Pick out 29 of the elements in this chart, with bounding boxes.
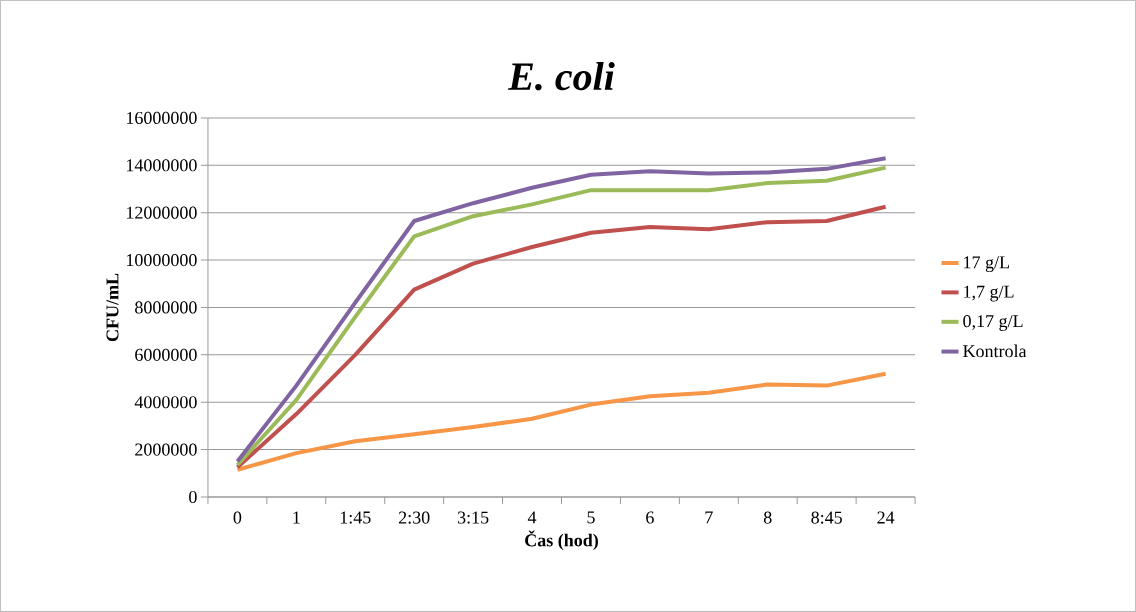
y-tick-label: 16000000: [126, 111, 197, 125]
x-axis-title: Čas (hod): [525, 530, 598, 551]
x-tick-label: 7: [705, 511, 713, 524]
x-tick-label: 1: [293, 511, 300, 524]
legend-label: 17 g/L: [964, 256, 1009, 273]
x-tick-label: 2:30: [398, 511, 430, 524]
legend-label: Kontrola: [963, 344, 1027, 358]
x-tick-label: 5: [587, 511, 595, 524]
x-tick-label: 6: [646, 511, 654, 524]
y-tick-label: 14000000: [126, 159, 197, 172]
y-tick-label: 2000000: [135, 443, 197, 456]
x-tick-label: 1:45: [340, 511, 371, 524]
x-tick-label: 8:45: [811, 511, 842, 524]
y-tick-label: 4000000: [134, 396, 197, 409]
x-tick-label: 0: [233, 511, 242, 524]
y-tick-label: 10000000: [126, 254, 197, 267]
chart-title: E. coli: [507, 62, 615, 91]
y-tick-label: 0: [189, 490, 197, 504]
legend-label: 0,17 g/L: [963, 315, 1023, 332]
y-tick-label: 6000000: [135, 348, 197, 361]
line-series: [235, 371, 888, 472]
y-tick-label: 12000000: [126, 206, 197, 219]
y-axis-title: CFU/mL: [106, 273, 119, 342]
y-tick-label: 8000000: [135, 301, 197, 314]
x-tick-label: 8: [763, 511, 772, 524]
x-tick-label: 24: [877, 511, 895, 524]
legend-label: 1,7 g/L: [964, 285, 1014, 302]
x-tick-label: 4: [527, 511, 537, 524]
x-tick-label: 3:15: [457, 511, 489, 524]
